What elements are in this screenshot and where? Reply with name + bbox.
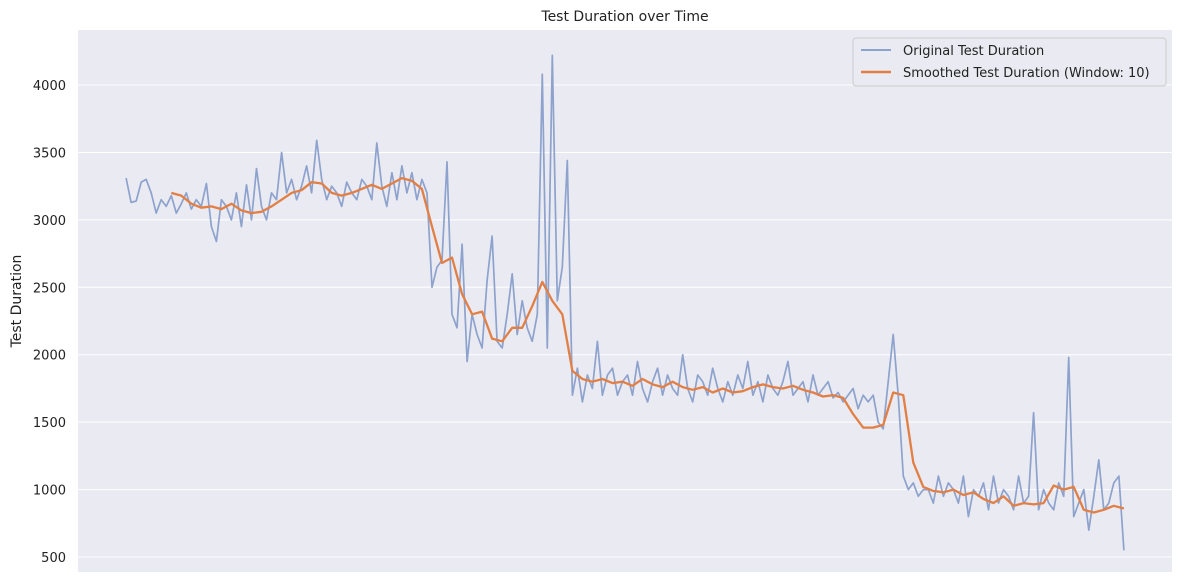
smoothed-series-line	[171, 176, 1125, 514]
y-axis-label: Test Duration	[9, 255, 25, 349]
legend-label-smoothed: Smoothed Test Duration (Window: 10)	[903, 66, 1150, 81]
legend-label-original: Original Test Duration	[903, 44, 1044, 59]
grid-lines	[78, 84, 1172, 558]
y-tick-label: 2500	[33, 281, 66, 296]
legend: Original Test Duration Smoothed Test Dur…	[852, 37, 1167, 87]
plot-area	[78, 30, 1172, 572]
series-lines	[125, 54, 1125, 551]
y-tick-labels: 500 1000 1500 2000 2500 3000 3500 4000	[33, 79, 66, 566]
y-tick-label: 3500	[33, 146, 66, 161]
y-tick-label: 3000	[33, 214, 66, 229]
original-series-line	[125, 54, 1125, 551]
y-tick-label: 2000	[33, 349, 66, 364]
legend-box	[852, 37, 1167, 87]
y-tick-label: 4000	[33, 79, 66, 94]
chart-title: Test Duration over Time	[540, 9, 708, 25]
y-tick-label: 1500	[33, 416, 66, 431]
y-tick-label: 500	[41, 551, 66, 566]
y-tick-label: 1000	[33, 484, 66, 499]
